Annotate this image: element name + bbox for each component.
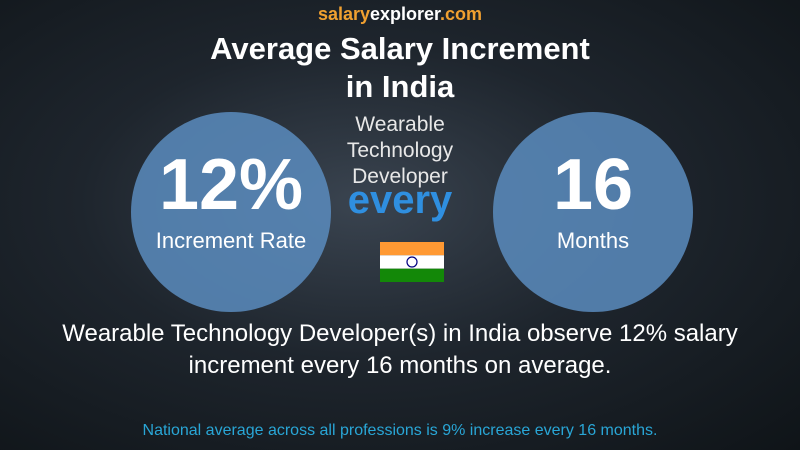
job-title: Wearable Technology Developer [320, 112, 480, 190]
rate-label: Increment Rate [155, 228, 307, 253]
period-label: Months [556, 228, 630, 253]
brand-part: salary [317, 4, 370, 24]
summary: Wearable Technology Developer(s) in Indi… [0, 318, 800, 382]
title-line: Average Salary Increment [210, 31, 590, 66]
connector: every [347, 178, 453, 222]
period-circle: 16 Months [493, 112, 693, 312]
job-line: Technology [346, 139, 454, 162]
title: Average Salary Increment in India [0, 30, 800, 106]
brand-part: .com [440, 4, 483, 24]
brand-part: explorer [370, 4, 441, 24]
title-line: in India [345, 69, 455, 104]
india-flag [380, 242, 444, 282]
summary-line: Wearable Technology Developer(s) in Indi… [62, 320, 738, 347]
job-line: Developer [352, 165, 448, 188]
rate-circle: 12% Increment Rate [131, 112, 331, 312]
summary-line: increment every 16 months on average. [188, 352, 612, 379]
period-value: 16 [552, 145, 634, 225]
rate-value: 12% [158, 145, 304, 225]
job-line: Wearable [355, 113, 445, 136]
brand: salaryexplorer.com [0, 4, 800, 25]
footer-note: National average across all professions … [142, 422, 658, 439]
